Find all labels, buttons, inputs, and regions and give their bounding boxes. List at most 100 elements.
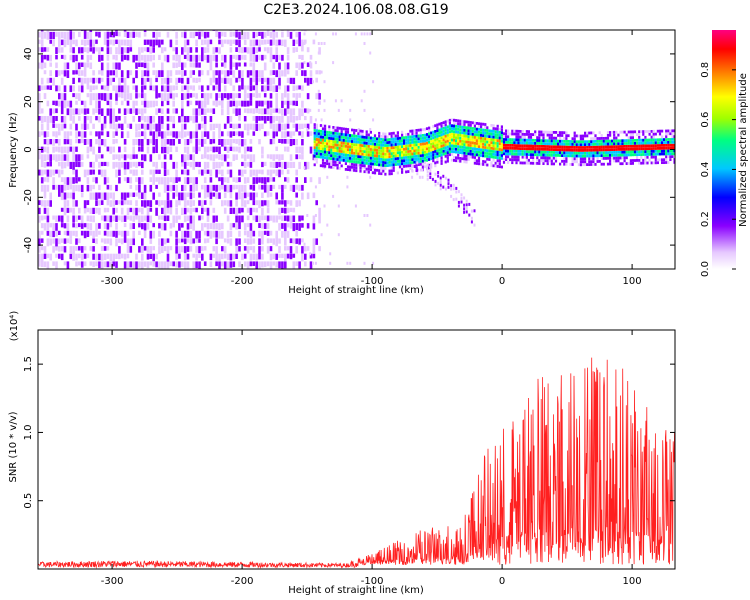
heatmap-cell (218, 39, 221, 45)
heatmap-cell (43, 161, 47, 168)
heatmap-cell (613, 130, 616, 134)
heatmap-cell (226, 261, 230, 269)
heatmap-cell (40, 77, 44, 85)
heatmap-cell (229, 253, 233, 261)
heatmap-cell (209, 62, 213, 71)
heatmap-cell (386, 161, 389, 165)
heatmap-cell (338, 155, 341, 159)
heatmap-cell (286, 200, 290, 205)
heatmap-cell (349, 157, 352, 160)
heatmap-cell (149, 238, 153, 244)
heatmap-cell (223, 77, 227, 84)
heatmap-cell (577, 143, 580, 146)
heatmap-cell (80, 47, 84, 54)
heatmap-cell (258, 139, 261, 145)
heatmap-cell (640, 141, 643, 145)
heatmap-cell (517, 155, 520, 159)
heatmap-cell (437, 181, 440, 185)
heatmap-cell (448, 118, 451, 122)
heatmap-cell (78, 70, 81, 77)
heatmap-cell (266, 200, 270, 208)
heatmap-cell (69, 246, 73, 254)
heatmap-cell (490, 124, 493, 127)
heatmap-cell (115, 123, 118, 132)
heatmap-cell (378, 134, 381, 138)
heatmap-cell (286, 246, 290, 251)
heatmap-cell (206, 93, 210, 101)
heatmap-cell (484, 126, 487, 129)
heatmap-cell (275, 238, 278, 247)
heatmap-cell (192, 24, 195, 28)
heatmap-cell (52, 169, 55, 176)
heatmap-cell (303, 32, 306, 36)
heatmap-cell (266, 215, 270, 222)
heatmap-cell (232, 54, 236, 59)
heatmap-cell (656, 144, 659, 147)
heatmap-cell (206, 169, 210, 174)
heatmap-cell (192, 177, 195, 186)
heatmap-cell (416, 161, 419, 165)
heatmap-cell (621, 145, 624, 148)
heatmap-cell (552, 148, 555, 151)
heatmap-cell (143, 93, 147, 101)
heatmap-cell (334, 146, 337, 150)
heatmap-cell (241, 70, 244, 77)
heatmap-cell (106, 30, 110, 32)
heatmap-cell (527, 141, 530, 145)
heatmap-cell (166, 246, 170, 254)
heatmap-cell (384, 132, 387, 136)
heatmap-cell (461, 131, 464, 135)
heatmap-cell (60, 70, 64, 75)
heatmap-cell (98, 154, 101, 159)
heatmap-cell (617, 145, 620, 148)
heatmap-cell (112, 31, 115, 38)
heatmap-cell (278, 70, 281, 78)
heatmap-cell (334, 132, 337, 135)
heatmap-cell (494, 164, 497, 168)
heatmap-cell (369, 136, 372, 140)
heatmap-cell (371, 162, 374, 166)
heatmap-cell (118, 154, 121, 161)
heatmap-cell (496, 153, 499, 157)
heatmap-cell (301, 70, 304, 76)
heatmap-cell (192, 184, 195, 192)
heatmap-cell (281, 54, 284, 61)
colorbar-tick-label: 0.8 (700, 62, 711, 78)
heatmap-cell (189, 184, 193, 192)
heatmap-cell (542, 142, 545, 145)
heatmap-cell (118, 253, 121, 260)
heatmap-cell (513, 155, 516, 159)
heatmap-cell (567, 154, 570, 158)
heatmap-cell (186, 39, 190, 46)
heatmap-cell (665, 155, 668, 159)
heatmap-cell (289, 223, 293, 229)
heatmap-cell (249, 100, 253, 106)
heatmap-cell (565, 142, 568, 146)
heatmap-cell (172, 261, 175, 267)
heatmap-cell (38, 108, 41, 114)
heatmap-cell (586, 143, 589, 146)
heatmap-cell (38, 146, 41, 155)
heatmap-cell (304, 77, 307, 83)
heatmap-cell (488, 158, 491, 161)
heatmap-cell (98, 230, 101, 235)
heatmap-cell (306, 47, 310, 53)
heatmap-cell (631, 150, 634, 154)
heatmap-cell (636, 159, 639, 162)
heatmap-cell (43, 54, 47, 60)
heatmap-cell (123, 77, 127, 86)
heatmap-cell (536, 144, 539, 148)
heatmap-cell (269, 31, 273, 38)
heatmap-cell (611, 142, 614, 146)
heatmap-cell (309, 131, 313, 136)
heatmap-cell (166, 215, 170, 221)
heatmap-cell (455, 139, 458, 142)
heatmap-cell (189, 230, 193, 239)
heatmap-cell (55, 85, 58, 92)
heatmap-cell (446, 142, 449, 146)
heatmap-cell (129, 70, 133, 76)
heatmap-cell (155, 177, 158, 182)
heatmap-cell (261, 161, 264, 168)
heatmap-cell (40, 161, 44, 168)
heatmap-cell (292, 215, 296, 222)
